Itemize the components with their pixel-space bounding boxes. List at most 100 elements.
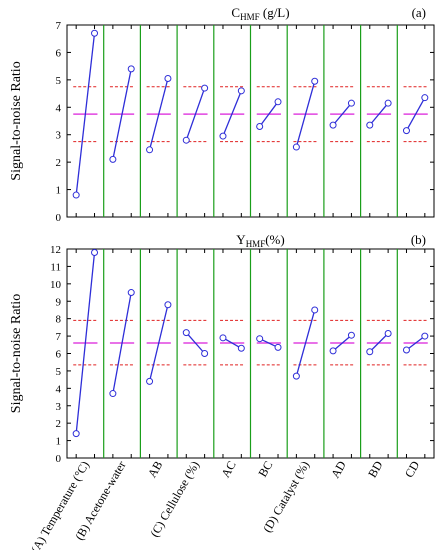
data-point-low	[402, 346, 410, 354]
data-point-high	[274, 343, 282, 351]
data-point-low	[219, 132, 227, 140]
y-tick-label: 7	[56, 20, 62, 32]
series-line	[332, 102, 352, 126]
data-point-low	[256, 122, 264, 130]
y-tick-label: 1	[56, 436, 62, 448]
data-point-high	[201, 350, 209, 357]
panel-title: CHMF (g/L)	[231, 5, 289, 22]
panel-tag: (a)	[412, 5, 426, 20]
series-line	[295, 309, 316, 377]
series-line	[112, 292, 132, 394]
series-line	[112, 68, 132, 160]
y-tick-label: 2	[56, 157, 62, 169]
series-line	[369, 333, 389, 353]
data-point-low	[146, 146, 154, 154]
y-tick-label: 3	[56, 401, 62, 413]
series-line	[332, 334, 352, 352]
y-tick-label: 5	[56, 366, 62, 378]
data-point-high	[421, 332, 429, 340]
x-category-label: CD	[402, 458, 423, 480]
data-point-low	[292, 372, 300, 380]
data-point-low	[292, 143, 300, 151]
y-tick-label: 3	[56, 130, 62, 142]
data-point-low	[402, 127, 410, 135]
x-category-label: AC	[218, 459, 238, 480]
data-point-high	[164, 301, 172, 309]
data-point-high	[201, 84, 209, 92]
y-tick-label: 2	[56, 418, 62, 430]
data-point-low	[146, 377, 154, 385]
series-line	[369, 102, 389, 126]
series-line	[185, 332, 206, 354]
y-tick-label: 8	[56, 314, 62, 326]
data-point-low	[366, 121, 374, 129]
data-point-high	[384, 329, 392, 337]
y-tick-label: 0	[56, 212, 62, 224]
y-tick-label: 4	[56, 383, 62, 395]
data-point-high	[274, 98, 282, 106]
data-point-high	[311, 77, 319, 85]
panel-title: YHMF(%)	[236, 232, 284, 249]
data-point-low	[72, 430, 80, 438]
title-subscript: HMF	[240, 12, 260, 22]
series-line	[75, 33, 96, 196]
y-axis-label: Signal-to-noise Ratio	[9, 294, 24, 413]
data-point-low	[182, 329, 190, 337]
title-main: Y	[236, 232, 246, 247]
title-unit: (%)	[265, 232, 285, 247]
series-line	[406, 335, 426, 351]
y-tick-label: 6	[56, 47, 62, 59]
data-point-high	[91, 29, 99, 37]
y-tick-label: 9	[56, 296, 62, 308]
y-tick-label: 10	[50, 279, 62, 291]
data-point-low	[329, 347, 337, 355]
data-point-high	[164, 74, 172, 82]
y-tick-label: 0	[56, 453, 62, 465]
data-point-low	[109, 155, 117, 163]
title-main: C	[231, 5, 240, 20]
data-point-low	[182, 136, 190, 144]
series-line	[295, 81, 316, 148]
x-category-label: BC	[255, 459, 275, 480]
panel-tag: (b)	[411, 232, 426, 247]
data-point-low	[329, 121, 337, 129]
x-category-label: AD	[328, 458, 349, 480]
y-tick-label: 7	[56, 331, 62, 343]
data-point-high	[127, 65, 135, 73]
y-tick-label: 11	[50, 261, 61, 273]
x-category-label: BD	[365, 458, 386, 480]
data-point-high	[237, 344, 245, 352]
data-point-low	[219, 334, 227, 342]
title-unit: (g/L)	[260, 5, 290, 20]
y-axis-label: Signal-to-noise Ratio	[9, 61, 24, 180]
series-line	[148, 304, 169, 382]
data-point-high	[347, 331, 355, 339]
y-tick-label: 5	[56, 75, 62, 87]
data-point-high	[127, 289, 135, 297]
data-point-high	[237, 87, 245, 95]
series-line	[259, 101, 279, 127]
data-point-low	[366, 348, 374, 356]
series-line	[222, 337, 242, 349]
data-point-high	[421, 94, 429, 102]
data-point-high	[347, 99, 355, 107]
x-category-label: AB	[145, 459, 165, 480]
series-line	[148, 78, 169, 150]
data-point-high	[311, 306, 319, 314]
title-subscript: HMF	[246, 239, 266, 249]
series-line	[185, 87, 206, 141]
y-tick-label: 6	[56, 349, 62, 361]
y-tick-label: 4	[56, 102, 62, 114]
series-line	[75, 252, 96, 434]
series-line	[405, 97, 426, 131]
data-point-low	[109, 390, 117, 398]
data-point-low	[72, 191, 80, 199]
y-tick-label: 12	[50, 244, 61, 256]
y-tick-label: 1	[56, 185, 62, 197]
data-point-high	[384, 99, 392, 107]
series-line	[222, 90, 242, 137]
